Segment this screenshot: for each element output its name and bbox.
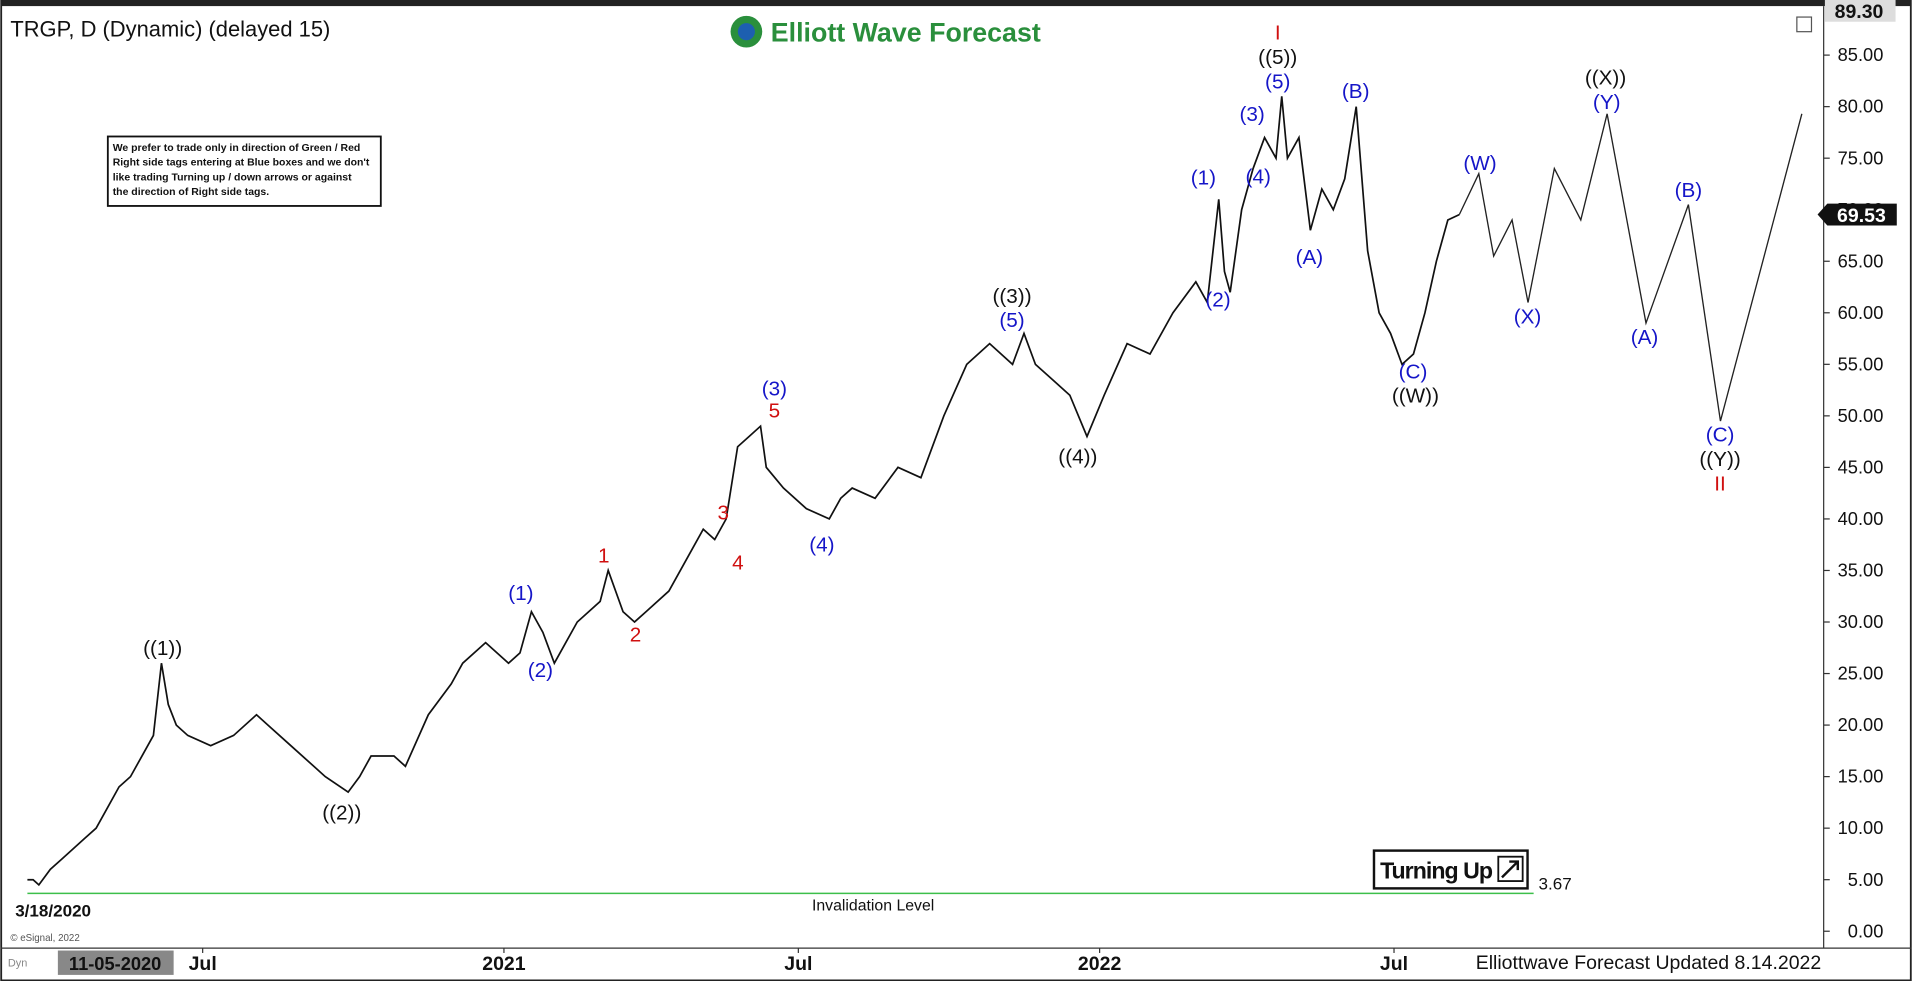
last-price-box — [1817, 203, 1897, 226]
wave-label: (4) — [1246, 165, 1271, 188]
x-tick-label: 2022 — [1078, 953, 1122, 975]
price-line — [27, 96, 1460, 887]
logo-text: Elliott Wave Forecast — [771, 17, 1041, 47]
wave-label: (A) — [1296, 246, 1324, 269]
y-tick-label: 15.00 — [1838, 766, 1884, 787]
cursor-date: 11-05-2020 — [69, 953, 161, 974]
x-tick-label: Jul — [784, 953, 812, 975]
note-line: the direction of Right side tags. — [113, 187, 270, 198]
copyright: © eSignal, 2022 — [10, 933, 79, 944]
wave-label: (2) — [528, 659, 553, 682]
wave-label: 5 — [769, 399, 781, 422]
wave-label: (2) — [1205, 288, 1230, 311]
x-tick-label: Jul — [189, 953, 217, 975]
wave-label: (1) — [1191, 167, 1216, 190]
top-price-label: 89.30 — [1835, 1, 1884, 23]
invalidation-label: Invalidation Level — [812, 897, 934, 914]
wave-label: (C) — [1399, 360, 1428, 383]
y-tick-label: 30.00 — [1838, 611, 1884, 632]
logo-icon-inner — [737, 23, 755, 41]
y-tick-label: 25.00 — [1838, 663, 1884, 684]
last-price-label: 69.53 — [1837, 205, 1886, 227]
wave-label: 4 — [732, 552, 744, 575]
wave-label: (3) — [762, 377, 787, 400]
top-price-box — [1824, 0, 1896, 22]
y-tick-label: 55.00 — [1838, 353, 1884, 374]
cursor-date-box — [57, 950, 174, 975]
wave-label: ((4)) — [1058, 446, 1097, 469]
y-tick-label: 60.00 — [1838, 302, 1884, 323]
wave-label: ((1)) — [143, 637, 182, 660]
y-tick-label: 75.00 — [1838, 147, 1884, 168]
y-tick-label: 20.00 — [1838, 714, 1884, 735]
x-tick-label: Jul — [1380, 953, 1408, 975]
wave-label: (C) — [1706, 424, 1735, 447]
wave-label: ((W)) — [1392, 385, 1439, 408]
note-box — [106, 135, 382, 207]
y-tick-label: 85.00 — [1838, 44, 1884, 65]
wave-label: ((Y)) — [1699, 448, 1740, 471]
chart-title: TRGP, D (Dynamic) (delayed 15) — [10, 17, 330, 42]
wave-label: 1 — [598, 544, 610, 567]
top-strip — [0, 0, 1912, 7]
logo: Elliott Wave Forecast — [730, 15, 1041, 48]
y-tick-label: 50.00 — [1838, 405, 1884, 426]
plot: 0.00 5.00 10.00 15.00 20.00 25.00 30.00 35.00 40… — [27, 0, 1897, 975]
wave-label: ((3)) — [993, 285, 1032, 308]
x-tick-label: 2021 — [482, 953, 526, 975]
wave-label: (4) — [809, 533, 834, 556]
wave-label: (A) — [1631, 326, 1659, 349]
wave-label: II — [1714, 472, 1726, 495]
wave-label: 3 — [717, 502, 729, 525]
note-text: We prefer to trade only in direction of … — [113, 143, 370, 198]
wave-label: I — [1275, 22, 1281, 45]
wave-label: (B) — [1342, 80, 1370, 103]
wave-label: (X) — [1514, 306, 1542, 329]
dyn-label: Dyn — [8, 957, 27, 969]
y-tick-label: 40.00 — [1838, 508, 1884, 529]
y-tick-label: 5.00 — [1848, 869, 1884, 890]
wave-label: (Y) — [1593, 91, 1621, 114]
y-tick-label: 10.00 — [1838, 817, 1884, 838]
wave-label: 2 — [630, 624, 642, 647]
wave-label: (1) — [508, 582, 533, 605]
turning-up-text[interactable]: Turning Up — [1380, 858, 1494, 884]
turning-up-icon — [1497, 855, 1524, 882]
wave-label: ((5)) — [1258, 46, 1297, 69]
y-tick-label: 35.00 — [1838, 560, 1884, 581]
note-line: like trading Turning up / down arrows or… — [113, 172, 352, 183]
start-date-label: 3/18/2020 — [15, 901, 91, 920]
wave-label: (5) — [999, 309, 1024, 332]
window-icon[interactable] — [1796, 16, 1813, 33]
y-tick-label: 65.00 — [1838, 250, 1884, 271]
note-line: Right side tags entering at Blue boxes a… — [113, 158, 370, 169]
wave-label: ((2)) — [322, 802, 361, 825]
note-line: We prefer to trade only in direction of … — [113, 143, 361, 154]
wave-label: (B) — [1675, 179, 1703, 202]
invalidation-value: 3.67 — [1539, 875, 1572, 894]
wave-label: (W) — [1463, 152, 1496, 175]
turning-up-arrow — [1501, 860, 1520, 879]
projection-line — [1458, 113, 1803, 422]
y-tick-label: 80.00 — [1838, 96, 1884, 117]
wave-label: (3) — [1239, 103, 1264, 126]
wave-label: (5) — [1265, 70, 1290, 93]
y-tick-label: 0.00 — [1848, 920, 1884, 941]
y-tick-label: 45.00 — [1838, 456, 1884, 477]
wave-label: ((X)) — [1585, 67, 1626, 90]
footer: Elliottwave Forecast Updated 8.14.2022 — [1476, 952, 1822, 974]
